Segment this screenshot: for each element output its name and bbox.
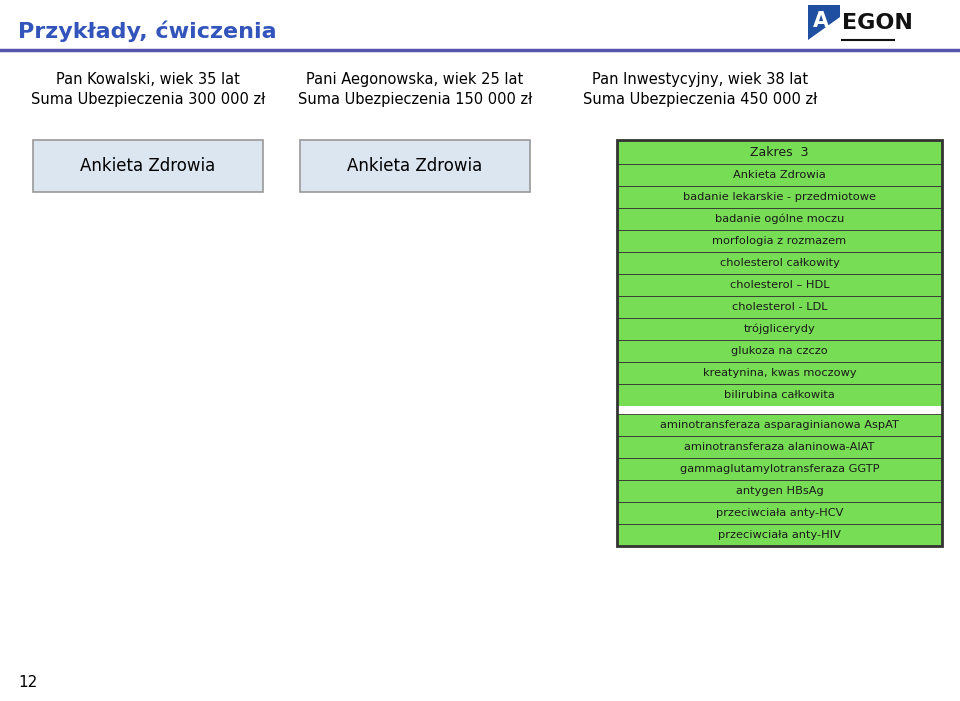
FancyBboxPatch shape	[33, 140, 263, 192]
Text: przeciwciała anty-HCV: przeciwciała anty-HCV	[716, 508, 843, 518]
Text: Ankieta Zdrowia: Ankieta Zdrowia	[733, 170, 826, 180]
Text: Ankieta Zdrowia: Ankieta Zdrowia	[348, 157, 483, 175]
FancyBboxPatch shape	[617, 414, 942, 436]
Text: Ankieta Zdrowia: Ankieta Zdrowia	[81, 157, 216, 175]
FancyBboxPatch shape	[617, 230, 942, 252]
Text: badanie lekarskie - przedmiotowe: badanie lekarskie - przedmiotowe	[683, 192, 876, 202]
Text: Pan Inwestycyjny, wiek 38 lat: Pan Inwestycyjny, wiek 38 lat	[592, 72, 808, 87]
Text: aminotransferaza asparaginianowa AspAT: aminotransferaza asparaginianowa AspAT	[660, 420, 899, 430]
Text: kreatynina, kwas moczowy: kreatynina, kwas moczowy	[703, 368, 856, 378]
Text: glukoza na czczo: glukoza na czczo	[732, 346, 828, 356]
Text: cholesterol - LDL: cholesterol - LDL	[732, 302, 828, 312]
FancyBboxPatch shape	[617, 458, 942, 480]
Text: Pan Kowalski, wiek 35 lat: Pan Kowalski, wiek 35 lat	[56, 72, 240, 87]
Text: 12: 12	[18, 675, 37, 690]
Polygon shape	[808, 17, 840, 40]
FancyBboxPatch shape	[617, 524, 942, 546]
Text: trójglicerydy: trójglicerydy	[744, 324, 815, 334]
FancyBboxPatch shape	[617, 140, 942, 164]
Text: EGON: EGON	[842, 13, 913, 33]
Text: Przykłady, ćwiczenia: Przykłady, ćwiczenia	[18, 20, 276, 41]
Text: Suma Ubezpieczenia 150 000 zł: Suma Ubezpieczenia 150 000 zł	[298, 92, 532, 107]
FancyBboxPatch shape	[617, 318, 942, 340]
FancyBboxPatch shape	[617, 502, 942, 524]
FancyBboxPatch shape	[617, 384, 942, 406]
FancyBboxPatch shape	[617, 340, 942, 362]
FancyBboxPatch shape	[617, 406, 942, 414]
FancyBboxPatch shape	[617, 186, 942, 208]
FancyBboxPatch shape	[617, 436, 942, 458]
FancyBboxPatch shape	[808, 5, 840, 40]
Text: badanie ogólne moczu: badanie ogólne moczu	[715, 214, 844, 224]
Text: Zakres  3: Zakres 3	[751, 146, 808, 158]
FancyBboxPatch shape	[617, 164, 942, 186]
FancyBboxPatch shape	[617, 480, 942, 502]
FancyBboxPatch shape	[300, 140, 530, 192]
Text: Pani Aegonowska, wiek 25 lat: Pani Aegonowska, wiek 25 lat	[306, 72, 523, 87]
FancyBboxPatch shape	[617, 362, 942, 384]
Text: antygen HBsAg: antygen HBsAg	[735, 486, 824, 496]
Text: cholesterol całkowity: cholesterol całkowity	[720, 258, 839, 268]
Text: aminotransferaza alaninowa-AlAT: aminotransferaza alaninowa-AlAT	[684, 442, 875, 452]
Text: cholesterol – HDL: cholesterol – HDL	[730, 280, 829, 290]
FancyBboxPatch shape	[617, 252, 942, 274]
FancyBboxPatch shape	[617, 296, 942, 318]
FancyBboxPatch shape	[617, 208, 942, 230]
Text: bilirubina całkowita: bilirubina całkowita	[724, 390, 835, 400]
Text: A: A	[813, 11, 829, 31]
Text: Suma Ubezpieczenia 450 000 zł: Suma Ubezpieczenia 450 000 zł	[583, 92, 817, 107]
FancyBboxPatch shape	[617, 274, 942, 296]
Text: gammaglutamylotransferaza GGTP: gammaglutamylotransferaza GGTP	[680, 464, 879, 474]
Text: morfologia z rozmazem: morfologia z rozmazem	[712, 236, 847, 246]
Text: przeciwciała anty-HIV: przeciwciała anty-HIV	[718, 530, 841, 540]
Text: Suma Ubezpieczenia 300 000 zł: Suma Ubezpieczenia 300 000 zł	[31, 92, 265, 107]
